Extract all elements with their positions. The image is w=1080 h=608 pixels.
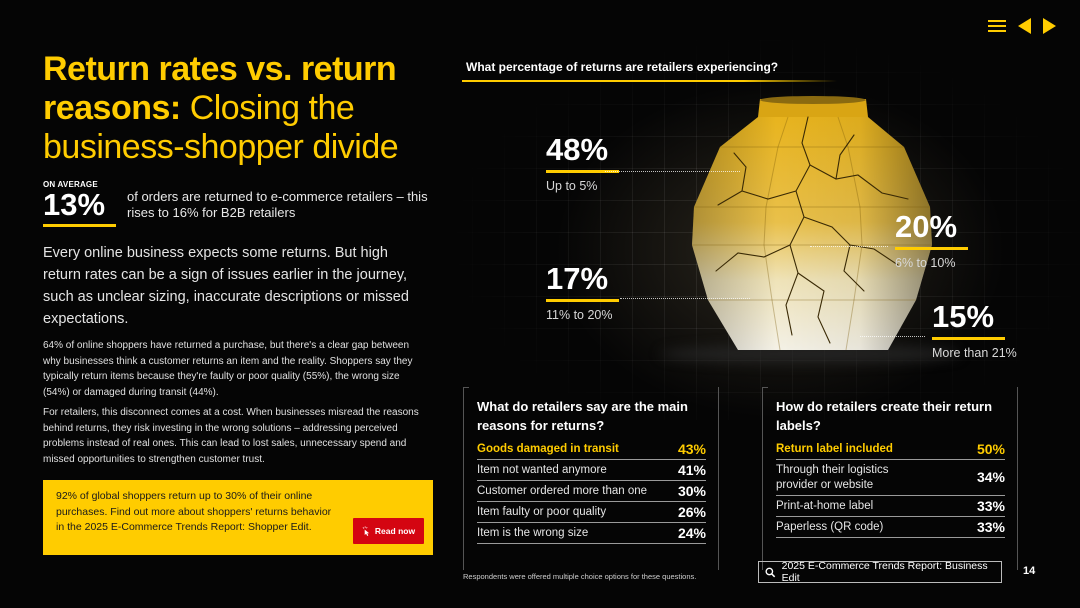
leader-line	[620, 298, 750, 299]
stat-underline	[43, 224, 116, 227]
callout-up-to-5: 48% Up to 5%	[546, 133, 619, 193]
cursor-click-icon	[362, 526, 370, 536]
table-row: Customer ordered more than one 30%	[477, 481, 706, 502]
row-label: Return label included	[776, 443, 893, 455]
callout-label: Up to 5%	[546, 179, 598, 193]
leader-line	[605, 171, 740, 172]
row-label: Customer ordered more than one	[477, 485, 648, 497]
chart-title: What percentage of returns are retailers…	[466, 60, 779, 74]
row-value: 34%	[976, 469, 1005, 485]
callout-11-to-20: 17% 11% to 20%	[546, 262, 619, 322]
stat-label: ON AVERAGE	[43, 180, 98, 189]
read-now-label: Read now	[374, 526, 416, 536]
row-label: Paperless (QR code)	[776, 521, 884, 533]
callout-underline	[895, 247, 968, 250]
return-labels-title: How do retailers create their return lab…	[776, 399, 993, 433]
row-value: 24%	[677, 525, 706, 541]
next-arrow-icon[interactable]	[1043, 18, 1056, 34]
callout-value: 15%	[932, 299, 995, 334]
leader-line	[810, 246, 888, 247]
table-row: Item faulty or poor quality 26%	[477, 502, 706, 523]
row-value: 30%	[677, 483, 706, 499]
report-link-label: 2025 E-Commerce Trends Report: Business …	[781, 560, 988, 584]
row-value: 50%	[976, 441, 1005, 457]
intro-text: Every online business expects some retur…	[43, 245, 409, 327]
callout-value: 17%	[546, 261, 609, 296]
row-value: 33%	[976, 498, 1005, 514]
cracked-vase-illustration	[692, 96, 932, 351]
callout-label: 6% to 10%	[895, 256, 956, 270]
callout-value: 48%	[546, 132, 609, 167]
promo-text: 92% of global shoppers return up to 30% …	[56, 490, 332, 533]
row-label: Through their logistics provider or webs…	[776, 463, 889, 491]
table-row: Return label included 50%	[776, 439, 1005, 460]
leader-line	[860, 336, 925, 337]
row-value: 26%	[677, 504, 706, 520]
stat-description: of orders are returned to e-commerce ret…	[127, 189, 428, 220]
return-reasons-table: Goods damaged in transit 43% Item not wan…	[477, 439, 706, 544]
callout-underline	[546, 170, 619, 173]
body-paragraph-2: For retailers, this disconnect comes at …	[43, 407, 419, 465]
title-bold: Return rates vs. return reasons:	[43, 50, 397, 127]
chart-title-underline	[462, 80, 837, 82]
return-labels-panel: How do retailers create their return lab…	[762, 387, 1018, 570]
promo-box: 92% of global shoppers return up to 30% …	[43, 480, 433, 555]
callout-label: More than 21%	[932, 346, 1017, 360]
callout-6-to-10: 20% 6% to 10%	[895, 210, 968, 270]
callout-underline	[932, 337, 1005, 340]
key-stat: ON AVERAGE 13% of orders are returned to…	[43, 180, 433, 230]
table-row: Paperless (QR code) 33%	[776, 517, 1005, 538]
table-row: Through their logistics provider or webs…	[776, 460, 1005, 496]
callout-more-than-21: 15% More than 21%	[932, 300, 1017, 360]
row-label: Item faulty or poor quality	[477, 506, 607, 518]
menu-icon[interactable]	[988, 20, 1006, 32]
page-title: Return rates vs. return reasons: Closing…	[43, 50, 423, 167]
footnote: Respondents were offered multiple choice…	[463, 572, 697, 581]
stat-value: 13%	[43, 187, 106, 222]
table-row: Goods damaged in transit 43%	[477, 439, 706, 460]
search-icon	[765, 567, 776, 577]
table-row: Item not wanted anymore 41%	[477, 460, 706, 481]
row-value: 43%	[677, 441, 706, 457]
row-value: 41%	[677, 462, 706, 478]
callout-value: 20%	[895, 209, 958, 244]
callout-underline	[546, 299, 619, 302]
top-navigation	[988, 18, 1056, 34]
page-number: 14	[1023, 565, 1036, 577]
return-reasons-title: What do retailers say are the main reaso…	[477, 399, 688, 433]
row-label: Item not wanted anymore	[477, 464, 607, 476]
report-link[interactable]: 2025 E-Commerce Trends Report: Business …	[758, 560, 1002, 584]
row-label: Item is the wrong size	[477, 527, 589, 539]
callout-label: 11% to 20%	[546, 308, 613, 322]
table-row: Item is the wrong size 24%	[477, 523, 706, 544]
return-reasons-panel: What do retailers say are the main reaso…	[463, 387, 719, 570]
row-label: Print-at-home label	[776, 500, 874, 512]
return-labels-table: Return label included 50% Through their l…	[776, 439, 1005, 538]
prev-arrow-icon[interactable]	[1018, 18, 1031, 34]
row-label: Goods damaged in transit	[477, 443, 619, 455]
row-value: 33%	[976, 519, 1005, 535]
table-row: Print-at-home label 33%	[776, 496, 1005, 517]
read-now-button[interactable]: Read now	[353, 518, 424, 544]
title-light: Closing the business-shopper divide	[43, 89, 399, 166]
body-paragraph-1: 64% of online shoppers have returned a p…	[43, 340, 413, 398]
